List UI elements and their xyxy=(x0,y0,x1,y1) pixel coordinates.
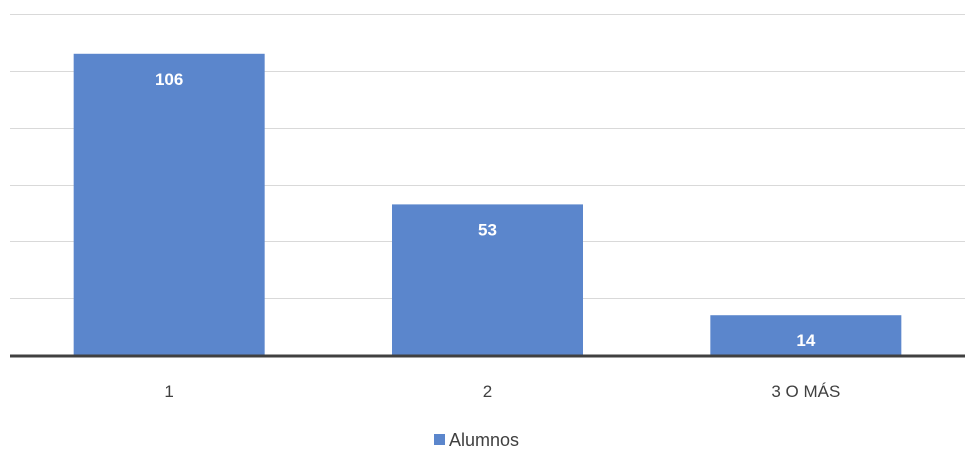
bar-2 xyxy=(392,204,583,355)
bars: 106 53 14 xyxy=(73,53,902,356)
x-tick-label: 3 O MÁS xyxy=(771,382,840,401)
data-label: 106 xyxy=(155,70,183,89)
x-tick-label: 2 xyxy=(483,382,492,401)
legend-label-alumnos: Alumnos xyxy=(449,430,519,450)
data-label: 14 xyxy=(796,331,815,350)
data-label: 53 xyxy=(478,220,497,239)
x-tick-label: 1 xyxy=(164,382,173,401)
x-axis-ticks: 1 2 3 O MÁS xyxy=(164,382,840,401)
legend-swatch-alumnos xyxy=(434,434,445,445)
bar-1 xyxy=(73,53,265,356)
bar-3-o-m-s xyxy=(710,315,902,355)
legend: Alumnos xyxy=(434,430,519,450)
